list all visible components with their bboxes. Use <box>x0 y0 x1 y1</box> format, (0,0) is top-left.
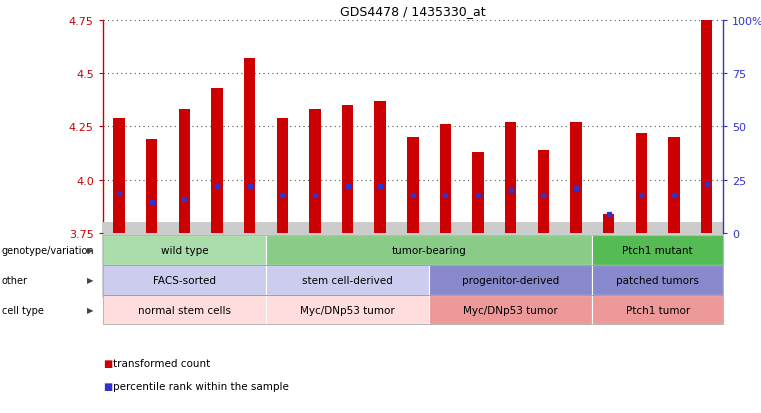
Text: transformed count: transformed count <box>113 358 210 368</box>
Bar <box>342 106 353 233</box>
Bar <box>701 21 712 233</box>
Bar <box>635 133 647 233</box>
Text: stem cell-derived: stem cell-derived <box>302 275 393 285</box>
Text: tumor-bearing: tumor-bearing <box>392 245 466 255</box>
Text: percentile rank within the sample: percentile rank within the sample <box>113 381 288 391</box>
Text: ■: ■ <box>103 381 112 391</box>
Text: ▶: ▶ <box>87 305 93 314</box>
Bar <box>407 138 419 233</box>
Text: ▶: ▶ <box>87 275 93 285</box>
Text: genotype/variation: genotype/variation <box>2 245 94 255</box>
Bar <box>538 150 549 233</box>
Text: Myc/DNp53 tumor: Myc/DNp53 tumor <box>463 305 558 315</box>
Bar <box>603 214 614 233</box>
Text: wild type: wild type <box>161 245 209 255</box>
Text: progenitor-derived: progenitor-derived <box>462 275 559 285</box>
Bar <box>146 140 158 233</box>
Bar <box>440 125 451 233</box>
Bar <box>276 119 288 233</box>
Bar <box>374 102 386 233</box>
Text: normal stem cells: normal stem cells <box>138 305 231 315</box>
Bar <box>244 59 256 233</box>
Bar <box>309 110 320 233</box>
Text: patched tumors: patched tumors <box>616 275 699 285</box>
Text: cell type: cell type <box>2 305 43 315</box>
Bar <box>179 110 190 233</box>
Bar <box>668 138 680 233</box>
Bar <box>473 152 484 233</box>
Text: other: other <box>2 275 27 285</box>
Text: Ptch1 mutant: Ptch1 mutant <box>622 245 693 255</box>
Text: ▶: ▶ <box>87 246 93 255</box>
Title: GDS4478 / 1435330_at: GDS4478 / 1435330_at <box>340 5 486 18</box>
Bar <box>212 89 223 233</box>
Text: ■: ■ <box>103 358 112 368</box>
Text: Ptch1 tumor: Ptch1 tumor <box>626 305 689 315</box>
Bar <box>505 123 517 233</box>
Bar <box>570 123 581 233</box>
Bar <box>113 119 125 233</box>
Text: Myc/DNp53 tumor: Myc/DNp53 tumor <box>300 305 395 315</box>
Text: FACS-sorted: FACS-sorted <box>153 275 216 285</box>
